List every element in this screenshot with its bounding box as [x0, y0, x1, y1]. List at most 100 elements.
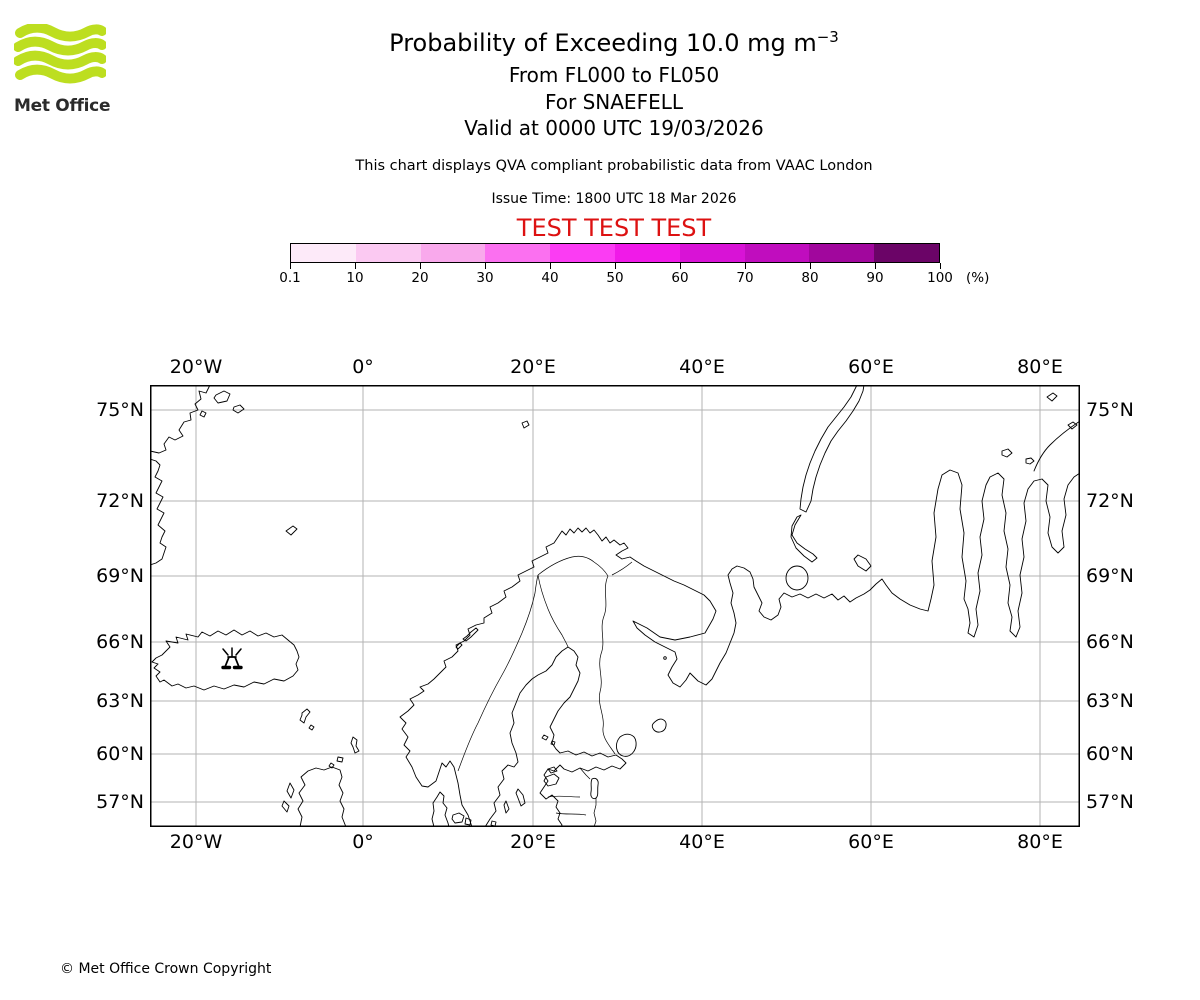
x-tick: 20°E: [510, 356, 556, 378]
colorbar-label: 0.1: [279, 270, 301, 286]
island-aland: [541, 734, 549, 741]
border-estonia-russia: [579, 767, 597, 828]
met-office-waves-icon: [14, 24, 106, 84]
colorbar-label: 40: [541, 270, 559, 286]
island-shetland: [350, 736, 360, 754]
colorbar-segment: [291, 244, 356, 262]
title-exponent: −3: [816, 28, 839, 46]
x-tick: 80°E: [1017, 831, 1063, 853]
colorbar-segment: [355, 244, 421, 262]
y-tick: 57°N: [1086, 791, 1134, 813]
border-sweden-finland: [537, 574, 569, 648]
island-oland: [503, 800, 510, 814]
colorbar-segment: [485, 244, 551, 262]
colorbar-segment: [809, 244, 875, 262]
colorbar-label: 80: [801, 270, 819, 286]
coast-baltic: [484, 646, 627, 828]
x-tick: 80°E: [1017, 356, 1063, 378]
island-kolguev: [785, 565, 809, 591]
coastlines: [149, 384, 1081, 828]
y-tick: 66°N: [1086, 631, 1134, 653]
y-tick: 63°N: [1086, 690, 1134, 712]
border-estonia-latvia: [547, 795, 581, 798]
island-franz-josef: [1067, 421, 1078, 430]
gridlines: [150, 385, 1080, 827]
colorbar-label: 90: [866, 270, 884, 286]
island-jan-mayen: [285, 525, 298, 536]
qva-note: This chart displays QVA compliant probab…: [355, 158, 873, 174]
met-office-wordmark: Met Office: [14, 96, 111, 116]
coast-kara: [1033, 420, 1081, 472]
x-tick: 20°E: [510, 831, 556, 853]
lake-peipus: [590, 777, 599, 800]
colorbar-segment: [614, 244, 680, 262]
probability-colorbar: [290, 243, 940, 263]
subtitle-flight-levels: From FL000 to FL050: [508, 63, 720, 87]
island-faroes: [299, 708, 311, 724]
x-tick: 60°E: [848, 831, 894, 853]
x-tick: 40°E: [679, 356, 725, 378]
border-norway-finland: [537, 555, 609, 577]
met-office-logo: Met Office: [14, 24, 124, 116]
y-tick: 69°N: [96, 565, 144, 587]
island-bornholm: [490, 820, 497, 827]
subtitle-block: From FL000 to FL050 For SNAEFELL Valid a…: [14, 62, 1200, 142]
map-frame: [150, 385, 1080, 827]
map-panel: [149, 384, 1081, 828]
border-norway-sweden: [457, 574, 539, 772]
issue-time: Issue Time: 1800 UTC 18 Mar 2026: [491, 191, 737, 207]
island-hiiumaa: [547, 766, 558, 774]
coast-iceland: [151, 629, 300, 691]
test-banner: TEST TEST TEST: [516, 214, 712, 242]
volcano-marker-icon: [221, 647, 243, 670]
x-tick: 60°E: [848, 356, 894, 378]
coast-mainland: [399, 469, 1081, 828]
island-vaygach: [853, 554, 872, 572]
island-hebrides: [286, 782, 295, 799]
copyright-notice: © Met Office Crown Copyright: [60, 961, 272, 977]
island-kara: [1001, 448, 1013, 458]
colorbar-label: 50: [606, 270, 624, 286]
y-tick: 60°N: [1086, 743, 1134, 765]
colorbar-unit: (%): [966, 270, 990, 286]
page-title: Probability of Exceeding 10.0 mg m−3: [389, 28, 839, 57]
coast-greenland: [149, 384, 211, 454]
coast-denmark: [431, 791, 450, 828]
subtitle-valid-time: Valid at 0000 UTC 19/03/2026: [464, 116, 764, 140]
y-tick: 72°N: [1086, 490, 1134, 512]
island-denmark: [451, 812, 465, 824]
island-novaya-zemlya-south: [790, 514, 818, 563]
colorbar-segment: [874, 244, 939, 262]
colorbar-segment: [550, 244, 615, 262]
y-tick: 60°N: [96, 743, 144, 765]
island-aland: [550, 740, 556, 746]
map-canvas: [149, 384, 1081, 828]
x-tick: 20°W: [169, 831, 223, 853]
colorbar-label: 30: [476, 270, 494, 286]
island-lofoten: [462, 627, 479, 642]
y-tick: 75°N: [96, 399, 144, 421]
island-franz-josef: [1046, 392, 1058, 402]
island-kara: [1025, 457, 1035, 465]
y-tick: 72°N: [96, 490, 144, 512]
island-hebrides: [281, 800, 290, 813]
lake-onega: [651, 718, 667, 733]
colorbar-label: 20: [411, 270, 429, 286]
x-tick: 40°E: [679, 831, 725, 853]
country-borders: [457, 555, 633, 828]
border-norway-russia: [611, 561, 633, 576]
coast-scotland: [297, 766, 347, 828]
y-tick: 69°N: [1086, 565, 1134, 587]
colorbar-segment: [679, 244, 745, 262]
x-tick: 20°W: [169, 356, 223, 378]
island-saaremaa: [543, 773, 560, 787]
island-greenland: [232, 404, 245, 414]
y-tick: 75°N: [1086, 399, 1134, 421]
island-novaya-zemlya-north: [799, 384, 865, 513]
island-faroes: [308, 724, 315, 731]
island-greenland: [213, 390, 231, 404]
island-solovetsky: [663, 656, 667, 660]
colorbar-segment: [420, 244, 486, 262]
colorbar-label: 60: [671, 270, 689, 286]
